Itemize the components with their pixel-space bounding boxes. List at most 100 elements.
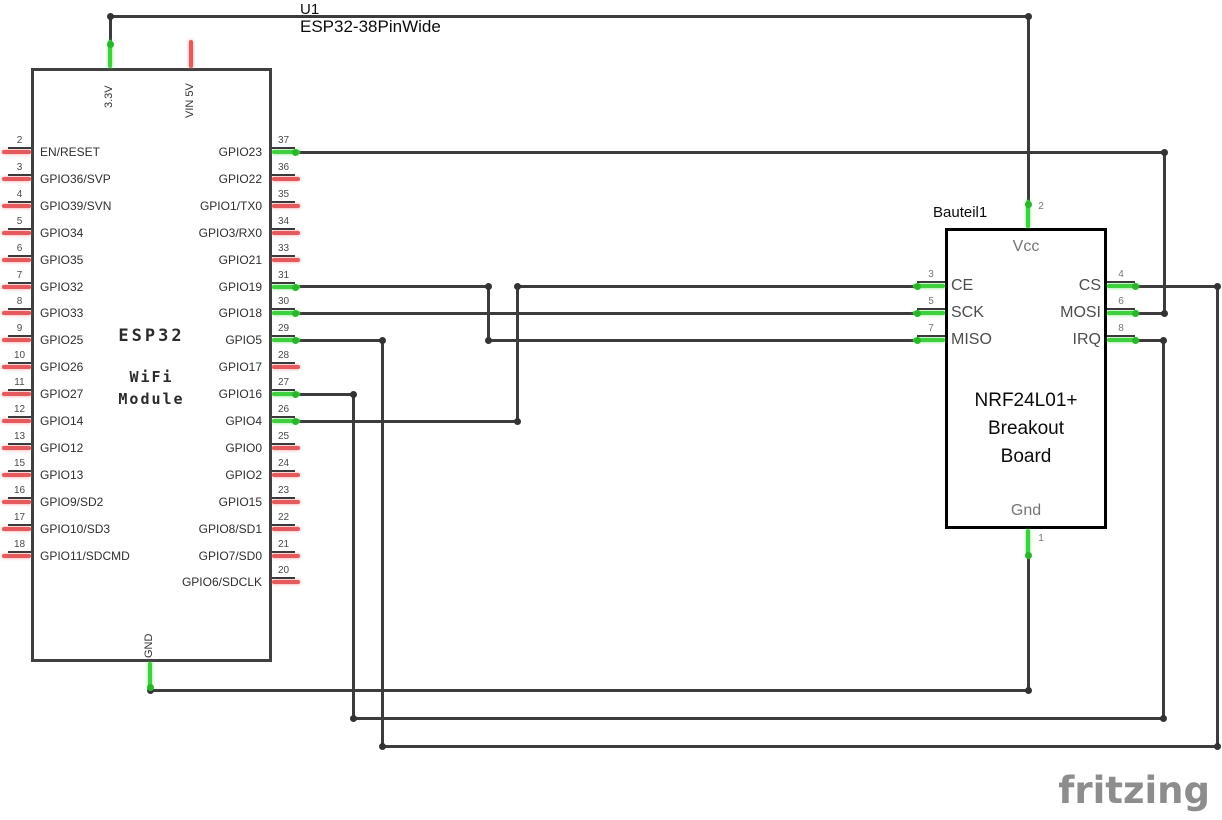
esp32-pin-gpio0[interactable] [272,446,300,450]
esp32-pin-label: GPIO16 [218,387,262,401]
esp32-pin-label: VIN 5V [184,83,196,118]
esp32-designator-label[interactable]: U1 [300,1,320,18]
wire-3v3[interactable] [109,16,112,42]
esp32-pin-gpio11-sdcmd[interactable] [2,554,31,558]
esp32-pin-gpio10-sd3[interactable] [2,527,31,531]
wire-gnd[interactable] [150,689,1029,692]
esp32-pin-label: GPIO19 [218,280,262,294]
esp32-pin-number: 37 [272,135,295,149]
esp32-pin-gpio6-sdclk[interactable] [272,580,300,584]
nrf-pin-number: 4 [1107,269,1135,283]
esp32-pin-number: 27 [272,377,295,391]
wire-mosi[interactable] [1136,312,1165,315]
wire-gnd[interactable] [1027,558,1030,691]
wire-miso[interactable] [299,285,489,288]
esp32-pin-gpio9-sd2[interactable] [2,500,31,504]
wire-ce[interactable] [517,285,917,288]
wire-cs[interactable] [299,339,383,342]
nrf24-part-body[interactable] [945,228,1107,529]
esp32-pin-gpio15[interactable] [272,500,300,504]
esp32-pin-gpio21[interactable] [272,258,300,262]
esp32-pin-label: EN/RESET [40,145,101,159]
wire-miso[interactable] [488,339,917,342]
esp32-pin-label: 3.3V [103,85,115,108]
esp32-pin-gpio12[interactable] [2,446,31,450]
esp32-pin-label: GPIO2 [225,468,262,482]
nrf24-title-line2: Breakout [987,418,1065,439]
esp32-chip-subname-1: WiFi [129,368,174,386]
nrf-pin-vcc[interactable] [1026,200,1030,228]
nrf-pin-label: MISO [951,331,992,348]
wire-miso[interactable] [487,286,490,341]
wire-3v3[interactable] [110,15,1028,18]
esp32-pin-gpio33[interactable] [2,311,31,315]
esp32-pin-gpio34[interactable] [2,231,31,235]
wire-irq[interactable] [353,717,1164,720]
esp32-pin-gpio18[interactable] [272,311,300,315]
esp32-pin-label: GPIO36/SVP [40,172,111,186]
nrf-pin-cs[interactable] [1107,284,1139,288]
nrf-pin-ce[interactable] [913,284,945,288]
wire-cs[interactable] [1216,286,1219,747]
esp32-pin-tip [292,418,299,425]
esp32-pin-number: 26 [272,404,295,418]
wire-irq[interactable] [1136,339,1164,342]
wire-junction [107,13,114,20]
nrf24-designator-label[interactable]: Bauteil1 [933,204,988,221]
esp32-pin-gpio39-svn[interactable] [2,204,31,208]
esp32-pin-gpio17[interactable] [272,365,300,369]
esp32-part-name-label[interactable]: ESP32-38PinWide [300,17,441,36]
esp32-pin-gpio14[interactable] [2,419,31,423]
esp32-pin-en-reset[interactable] [2,150,31,154]
esp32-pin-gpio27[interactable] [2,392,31,396]
wire-irq[interactable] [299,393,354,396]
esp32-pin-number: 31 [272,270,295,284]
nrf-pin-label: MOSI [1060,304,1101,321]
esp32-pin-number: 23 [272,485,295,499]
esp32-pin-gpio4[interactable] [272,419,300,423]
wire-irq[interactable] [1162,340,1165,719]
esp32-part-body[interactable] [31,68,272,662]
esp32-pin-gpio7-sd0[interactable] [272,554,300,558]
esp32-pin-gnd[interactable] [148,662,152,690]
esp32-pin-gpio16[interactable] [272,392,300,396]
nrf-pin-gnd[interactable] [1026,529,1030,558]
esp32-pin-gpio22[interactable] [272,177,300,181]
esp32-pin-gpio26[interactable] [2,365,31,369]
esp32-pin-gpio13[interactable] [2,473,31,477]
wire-cs[interactable] [381,340,384,747]
esp32-pin-gpio1-tx0[interactable] [272,204,300,208]
esp32-pin-gpio19[interactable] [272,285,300,289]
wire-ce[interactable] [299,420,518,423]
wire-mosi[interactable] [299,151,1165,154]
esp32-pin-gpio35[interactable] [2,258,31,262]
esp32-pin-gpio32[interactable] [2,285,31,289]
wire-ce[interactable] [516,286,519,422]
esp32-pin-gpio36-svp[interactable] [2,177,31,181]
esp32-pin-gpio2[interactable] [272,473,300,477]
wire-sck[interactable] [299,312,917,315]
esp32-pin-label: GPIO18 [218,306,262,320]
esp32-pin-label: GPIO6/SDCLK [181,575,262,589]
nrf-pin-mosi[interactable] [1107,311,1139,315]
esp32-pin-gpio8-sd1[interactable] [272,527,300,531]
wire-mosi[interactable] [1163,152,1166,313]
esp32-pin-label: GND [143,633,155,658]
esp32-pin-number: 7 [8,270,31,284]
wire-irq[interactable] [352,394,355,719]
esp32-pin-gpio3-rx0[interactable] [272,231,300,235]
esp32-pin-gpio5[interactable] [272,338,300,342]
esp32-pin-gpio25[interactable] [2,338,31,342]
nrf-pin-miso[interactable] [913,338,945,342]
wire-3v3[interactable] [1027,16,1030,204]
esp32-pin-3-3v[interactable] [108,40,112,68]
esp32-pin-gpio23[interactable] [272,150,300,154]
wire-cs[interactable] [1136,285,1218,288]
nrf-pin-number: 1 [1038,533,1044,544]
wire-cs[interactable] [382,745,1218,748]
esp32-pin-number: 34 [272,216,295,230]
nrf-pin-sck[interactable] [913,311,945,315]
nrf-pin-irq[interactable] [1107,338,1139,342]
esp32-pin-vin-5v[interactable] [189,40,193,68]
wire-junction [514,418,521,425]
